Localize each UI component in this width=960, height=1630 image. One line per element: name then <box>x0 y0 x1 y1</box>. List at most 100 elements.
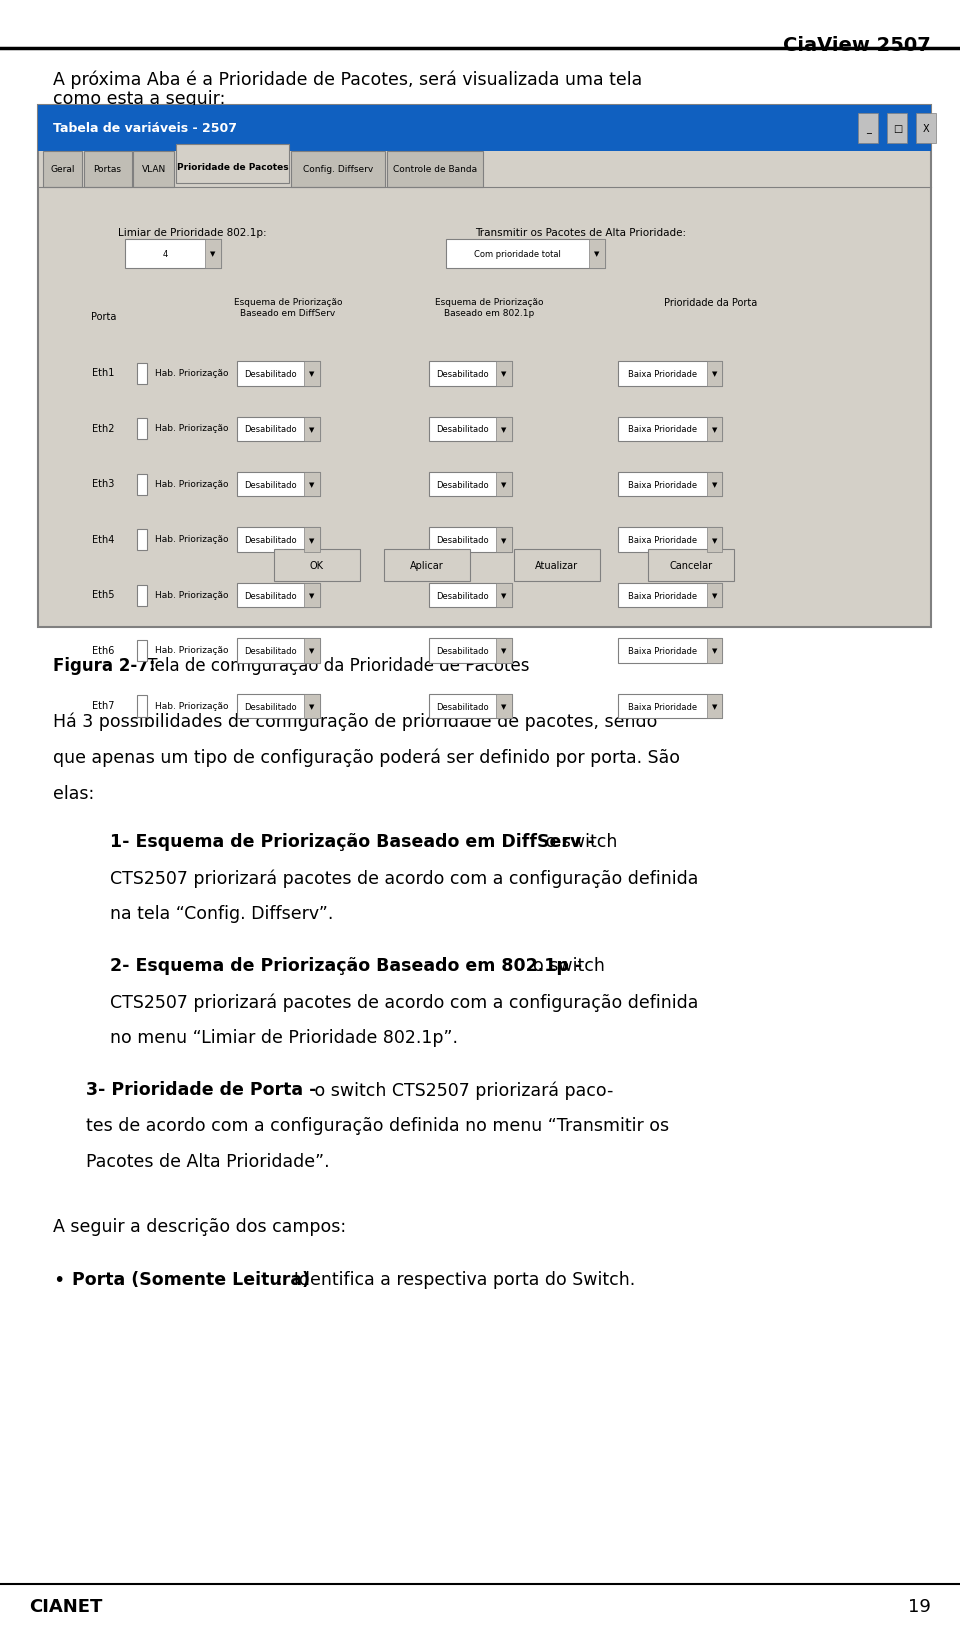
FancyBboxPatch shape <box>496 639 512 663</box>
Text: Desabilitado: Desabilitado <box>245 703 297 711</box>
Text: Desabilitado: Desabilitado <box>437 592 489 600</box>
FancyBboxPatch shape <box>618 584 722 608</box>
Text: ▼: ▼ <box>309 427 315 432</box>
FancyBboxPatch shape <box>446 240 605 269</box>
FancyBboxPatch shape <box>496 362 512 386</box>
Text: A seguir a descrição dos campos:: A seguir a descrição dos campos: <box>53 1218 346 1236</box>
FancyBboxPatch shape <box>237 639 320 663</box>
FancyBboxPatch shape <box>205 240 221 269</box>
FancyBboxPatch shape <box>496 528 512 553</box>
Text: Baixa Prioridade: Baixa Prioridade <box>628 370 697 378</box>
Text: Eth4: Eth4 <box>92 535 115 544</box>
Text: ▼: ▼ <box>711 538 717 543</box>
Text: Portas: Portas <box>93 165 122 174</box>
Text: _: _ <box>866 124 872 134</box>
Text: Baixa Prioridade: Baixa Prioridade <box>628 647 697 655</box>
FancyBboxPatch shape <box>429 473 512 497</box>
Text: CTS2507 priorizará pacotes de acordo com a configuração definida: CTS2507 priorizará pacotes de acordo com… <box>110 869 699 887</box>
FancyBboxPatch shape <box>137 419 147 440</box>
FancyBboxPatch shape <box>137 641 147 662</box>
Text: □: □ <box>893 124 902 134</box>
FancyBboxPatch shape <box>496 417 512 442</box>
FancyBboxPatch shape <box>304 584 320 608</box>
FancyBboxPatch shape <box>38 106 931 152</box>
FancyBboxPatch shape <box>707 694 722 719</box>
Text: Hab. Priorização: Hab. Priorização <box>156 590 228 600</box>
Text: Eth2: Eth2 <box>92 424 115 434</box>
FancyBboxPatch shape <box>707 362 722 386</box>
FancyBboxPatch shape <box>707 417 722 442</box>
FancyBboxPatch shape <box>707 528 722 553</box>
Text: Pacotes de Alta Prioridade”.: Pacotes de Alta Prioridade”. <box>86 1152 330 1170</box>
FancyBboxPatch shape <box>38 106 931 628</box>
Text: Tela de configuração da Prioridade de Pacotes: Tela de configuração da Prioridade de Pa… <box>142 657 530 675</box>
FancyBboxPatch shape <box>137 585 147 606</box>
Text: que apenas um tipo de configuração poderá ser definido por porta. São: que apenas um tipo de configuração poder… <box>53 748 680 766</box>
Text: ▼: ▼ <box>594 251 600 258</box>
Text: ▼: ▼ <box>711 704 717 709</box>
FancyBboxPatch shape <box>916 114 936 143</box>
Text: Desabilitado: Desabilitado <box>437 370 489 378</box>
Text: Porta: Porta <box>91 311 116 321</box>
Text: •: • <box>53 1270 64 1289</box>
FancyBboxPatch shape <box>707 584 722 608</box>
FancyBboxPatch shape <box>618 362 722 386</box>
FancyBboxPatch shape <box>618 528 722 553</box>
Text: ▼: ▼ <box>501 593 507 598</box>
Text: Porta (Somente Leitura): Porta (Somente Leitura) <box>72 1270 310 1288</box>
Text: Há 3 possibilidades de configuração de prioridade de pacotes, sendo: Há 3 possibilidades de configuração de p… <box>53 712 658 730</box>
FancyBboxPatch shape <box>618 639 722 663</box>
Text: o switch: o switch <box>540 833 618 851</box>
Text: Eth6: Eth6 <box>92 645 115 655</box>
Text: elas:: elas: <box>53 784 94 802</box>
Text: Hab. Priorização: Hab. Priorização <box>156 645 228 655</box>
Text: ▼: ▼ <box>501 372 507 377</box>
Text: 4: 4 <box>162 249 168 259</box>
FancyBboxPatch shape <box>137 696 147 717</box>
Text: ▼: ▼ <box>501 482 507 487</box>
Text: ▼: ▼ <box>711 372 717 377</box>
Text: Desabilitado: Desabilitado <box>245 536 297 544</box>
Text: ▼: ▼ <box>501 538 507 543</box>
Text: ▼: ▼ <box>309 482 315 487</box>
Text: Eth3: Eth3 <box>92 479 115 489</box>
FancyBboxPatch shape <box>304 417 320 442</box>
FancyBboxPatch shape <box>514 549 600 582</box>
Text: ▼: ▼ <box>309 538 315 543</box>
Text: Eth5: Eth5 <box>92 590 115 600</box>
Text: CTS2507 priorizará pacotes de acordo com a configuração definida: CTS2507 priorizará pacotes de acordo com… <box>110 993 699 1011</box>
FancyBboxPatch shape <box>707 473 722 497</box>
Text: 3- Prioridade de Porta -: 3- Prioridade de Porta - <box>86 1081 317 1099</box>
Text: ▼: ▼ <box>210 251 216 258</box>
Text: ▼: ▼ <box>711 427 717 432</box>
Text: Figura 2-7:: Figura 2-7: <box>53 657 156 675</box>
Text: ▼: ▼ <box>309 704 315 709</box>
Text: Aplicar: Aplicar <box>410 561 444 570</box>
FancyBboxPatch shape <box>496 694 512 719</box>
FancyBboxPatch shape <box>125 240 221 269</box>
FancyBboxPatch shape <box>237 694 320 719</box>
Text: Com prioridade total: Com prioridade total <box>474 249 562 259</box>
Text: tes de acordo com a configuração definida no menu “Transmitir os: tes de acordo com a configuração definid… <box>86 1117 669 1134</box>
Text: X: X <box>924 124 929 134</box>
FancyBboxPatch shape <box>429 639 512 663</box>
Text: Esquema de Priorização
Baseado em 802.1p: Esquema de Priorização Baseado em 802.1p <box>435 298 544 318</box>
Text: o switch CTS2507 priorizará paco-: o switch CTS2507 priorizará paco- <box>309 1081 613 1099</box>
Text: VLAN: VLAN <box>141 165 166 174</box>
FancyBboxPatch shape <box>291 152 385 187</box>
Text: Cancelar: Cancelar <box>670 561 712 570</box>
FancyBboxPatch shape <box>133 152 174 187</box>
Text: no menu “Limiar de Prioridade 802.1p”.: no menu “Limiar de Prioridade 802.1p”. <box>110 1029 459 1046</box>
Text: Hab. Priorização: Hab. Priorização <box>156 368 228 378</box>
Text: Desabilitado: Desabilitado <box>437 425 489 434</box>
FancyBboxPatch shape <box>429 362 512 386</box>
Text: Prioridade da Porta: Prioridade da Porta <box>663 298 757 308</box>
Text: Prioridade de Pacotes: Prioridade de Pacotes <box>177 163 288 173</box>
FancyBboxPatch shape <box>707 639 722 663</box>
Text: 19: 19 <box>908 1597 931 1615</box>
FancyBboxPatch shape <box>304 639 320 663</box>
FancyBboxPatch shape <box>304 362 320 386</box>
FancyBboxPatch shape <box>137 530 147 551</box>
FancyBboxPatch shape <box>858 114 878 143</box>
FancyBboxPatch shape <box>137 363 147 385</box>
